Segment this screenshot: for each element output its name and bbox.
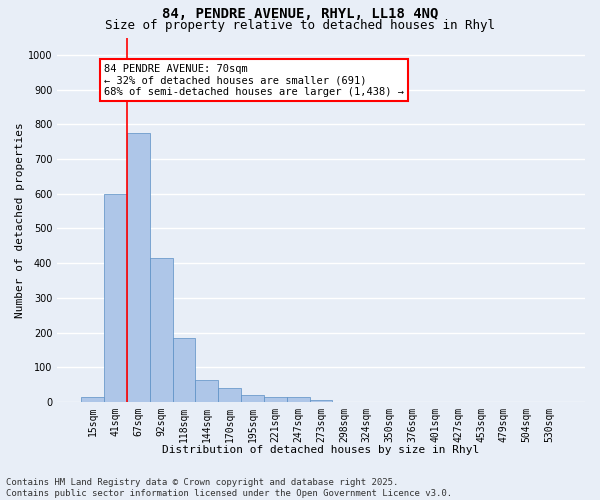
Text: 84 PENDRE AVENUE: 70sqm
← 32% of detached houses are smaller (691)
68% of semi-d: 84 PENDRE AVENUE: 70sqm ← 32% of detache… [104, 64, 404, 96]
Bar [149, 258, 173, 402]
Bar [104, 194, 127, 402]
Text: Size of property relative to detached houses in Rhyl: Size of property relative to detached ho… [105, 19, 495, 32]
Bar [264, 397, 287, 402]
Text: 84, PENDRE AVENUE, RHYL, LL18 4NQ: 84, PENDRE AVENUE, RHYL, LL18 4NQ [162, 8, 438, 22]
X-axis label: Distribution of detached houses by size in Rhyl: Distribution of detached houses by size … [163, 445, 479, 455]
Bar [310, 400, 332, 402]
Y-axis label: Number of detached properties: Number of detached properties [15, 122, 25, 318]
Bar [287, 397, 310, 402]
Bar [173, 338, 196, 402]
Bar [127, 133, 149, 402]
Bar [218, 388, 241, 402]
Bar [81, 397, 104, 402]
Text: Contains HM Land Registry data © Crown copyright and database right 2025.
Contai: Contains HM Land Registry data © Crown c… [6, 478, 452, 498]
Bar [241, 395, 264, 402]
Bar [196, 380, 218, 402]
